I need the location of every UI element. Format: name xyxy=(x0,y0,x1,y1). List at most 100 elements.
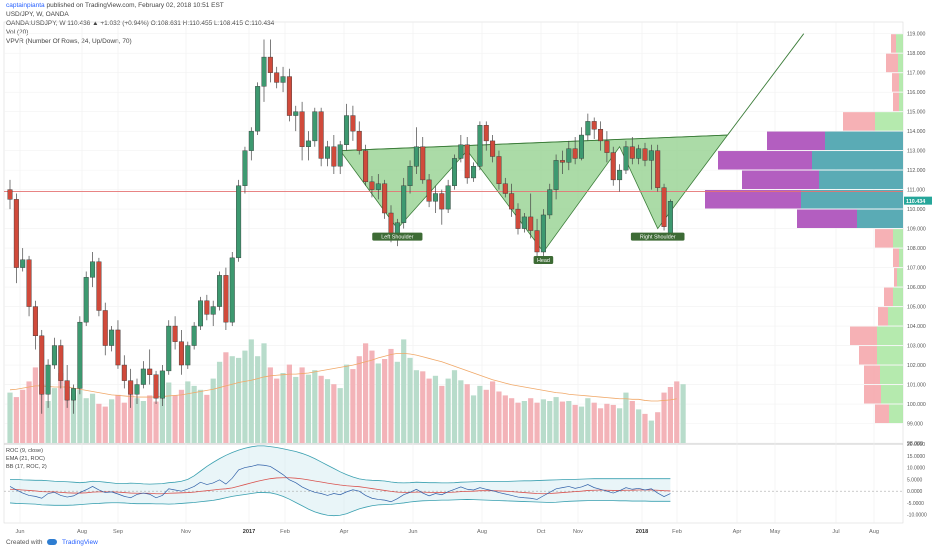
profile-bar-down xyxy=(892,73,899,92)
volume-bar xyxy=(394,361,400,443)
candle-body xyxy=(325,146,331,159)
volume-bar xyxy=(172,395,178,443)
candle-body xyxy=(32,306,38,337)
price-axis-label: 103.000 xyxy=(907,344,926,350)
volume-bar xyxy=(642,413,648,443)
volume-bar xyxy=(331,384,337,443)
profile-bar-up xyxy=(899,248,903,268)
profile-bar-down xyxy=(893,248,899,268)
volume-bar xyxy=(337,388,343,443)
price-axis-label: 119.000 xyxy=(907,32,925,38)
price-axis-label: 110.000 xyxy=(907,207,925,213)
created-with-text: Created with xyxy=(6,539,43,546)
candle-body xyxy=(509,193,515,210)
profile-bar-up xyxy=(880,365,903,385)
volume-bar xyxy=(248,339,254,443)
candle-body xyxy=(382,183,388,214)
time-axis-label: 2018 xyxy=(636,529,648,535)
volume-bar xyxy=(89,393,96,443)
profile-bar-up xyxy=(877,346,903,365)
volume-bar xyxy=(617,408,623,443)
volume-bar xyxy=(572,404,578,443)
profile-bar-down xyxy=(886,53,898,73)
volume-bar xyxy=(255,356,261,443)
vpvr-bar-down xyxy=(718,151,812,170)
price-axis-label: 102.000 xyxy=(907,363,926,369)
volume-bar xyxy=(382,359,388,443)
vpvr-indicator-label[interactable]: VPVR (Number Of Rows, 24, Up/Down, 70) xyxy=(6,38,132,45)
inverse-head-shoulders-pattern xyxy=(339,134,729,253)
volume-bar xyxy=(96,403,102,443)
candle-body xyxy=(445,185,451,210)
candle-body xyxy=(236,185,242,259)
price-axis-label: 106.000 xyxy=(907,285,926,291)
volume-bar xyxy=(58,373,64,443)
volume-bar xyxy=(585,398,591,443)
candle-body xyxy=(109,329,115,346)
bb-fill xyxy=(10,445,671,516)
candle-body xyxy=(20,259,26,268)
plot-frame xyxy=(3,21,904,524)
profile-bar-down xyxy=(891,34,896,53)
volume-bar xyxy=(216,361,223,443)
roc-axis-label: -10.0000 xyxy=(907,513,927,519)
author-link[interactable]: captainpianta xyxy=(6,2,45,9)
time-axis-label: Oct xyxy=(537,529,546,535)
candle-body xyxy=(39,335,45,395)
candle-body xyxy=(623,146,629,171)
volume-bar xyxy=(178,389,185,443)
volume-indicator-label[interactable]: Vol (20) xyxy=(6,29,29,36)
volume-bar xyxy=(299,367,305,443)
candle-body xyxy=(604,140,610,153)
volume-bar xyxy=(350,369,356,443)
candle-body xyxy=(471,166,477,179)
candle-body xyxy=(7,189,13,200)
volume-bar xyxy=(680,384,686,443)
candle-body xyxy=(540,214,546,253)
time-axis-label: 2017 xyxy=(243,529,255,535)
volume-bar xyxy=(388,348,394,443)
candle-body xyxy=(617,169,623,181)
volume-bar xyxy=(13,397,19,443)
candle-body xyxy=(515,208,521,229)
candle-body xyxy=(242,150,248,186)
candle-body xyxy=(128,380,134,395)
volume-bar xyxy=(483,389,489,443)
tradingview-brand-link[interactable]: TradingView xyxy=(62,539,98,546)
volume-bar xyxy=(597,408,604,443)
candle-body xyxy=(159,370,165,399)
candle-body xyxy=(642,148,648,161)
candle-body xyxy=(147,368,153,375)
volume-bar xyxy=(274,378,280,443)
footer: Created with TradingView xyxy=(6,539,98,546)
volume-bar xyxy=(166,382,172,443)
volume-bar xyxy=(496,391,502,443)
candle-body xyxy=(356,130,362,151)
candle-body xyxy=(58,345,64,381)
volume-bar xyxy=(636,409,642,443)
bb-legend: BB (17, ROC, 2) xyxy=(6,464,47,470)
pattern-label-bg xyxy=(630,232,685,241)
volume-bar xyxy=(159,392,165,443)
time-axis-label: Feb xyxy=(280,529,290,535)
quote-line: OANDA:USDJPY, W 110.436 ▲ +1.032 (+0.94%… xyxy=(6,20,275,27)
volume-bar xyxy=(629,401,635,443)
time-axis-label: May xyxy=(770,529,781,535)
candle-body xyxy=(521,216,527,229)
volume-bar xyxy=(26,381,32,443)
candle-body xyxy=(553,160,559,190)
time-axis-label: Jun xyxy=(408,529,417,535)
candle-body xyxy=(496,156,502,184)
candle-body xyxy=(559,160,565,163)
candle-body xyxy=(420,146,426,181)
volume-bar xyxy=(128,392,134,443)
candle-body xyxy=(572,148,578,159)
price-axis-label: 118.000 xyxy=(907,51,925,57)
candle-body xyxy=(293,111,299,116)
time-axis-label: Aug xyxy=(869,529,879,535)
profile-bar-up xyxy=(897,268,903,287)
candle-body xyxy=(70,388,76,401)
candle-body xyxy=(439,193,445,210)
volume-bar xyxy=(261,343,267,443)
